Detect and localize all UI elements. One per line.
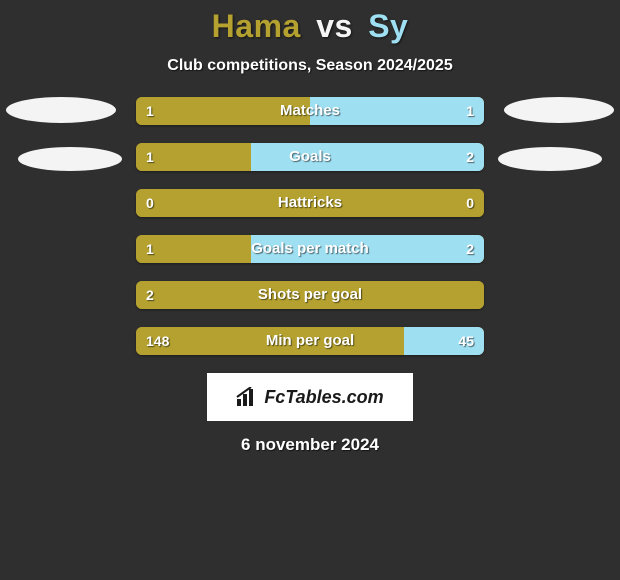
left-fill: [136, 189, 484, 217]
player1-name: Hama: [212, 8, 301, 44]
player2-name: Sy: [368, 8, 408, 44]
left-fill: [136, 327, 404, 355]
right-fill: [251, 235, 484, 263]
brand-name: FcTables.com: [264, 387, 383, 408]
player2-avatar-placeholder: [504, 97, 614, 123]
subtitle: Club competitions, Season 2024/2025: [0, 57, 620, 75]
player2-club-placeholder: [498, 147, 602, 171]
stat-row: 14845Min per goal: [136, 327, 484, 355]
right-fill: [251, 143, 484, 171]
date-label: 6 november 2024: [0, 435, 620, 455]
page-title: Hama vs Sy: [0, 8, 620, 45]
right-fill: [310, 97, 484, 125]
vs-label: vs: [316, 8, 353, 44]
stat-row: 11Matches: [136, 97, 484, 125]
stat-row: 00Hattricks: [136, 189, 484, 217]
stat-row: 12Goals: [136, 143, 484, 171]
left-fill: [136, 235, 251, 263]
comparison-chart: 11Matches 12Goals 00Hattricks 12Goals per m…: [0, 97, 620, 355]
stat-row: 2Shots per goal: [136, 281, 484, 309]
left-fill: [136, 143, 251, 171]
player1-avatar-placeholder: [6, 97, 116, 123]
left-fill: [136, 97, 310, 125]
bars-icon: [236, 387, 258, 407]
player1-club-placeholder: [18, 147, 122, 171]
stat-row: 12Goals per match: [136, 235, 484, 263]
comparison-card: Hama vs Sy Club competitions, Season 202…: [0, 0, 620, 455]
brand-logo: FcTables.com: [207, 373, 413, 421]
left-fill: [136, 281, 484, 309]
right-fill: [404, 327, 484, 355]
bars-container: 11Matches 12Goals 00Hattricks 12Goals per m…: [136, 97, 484, 355]
